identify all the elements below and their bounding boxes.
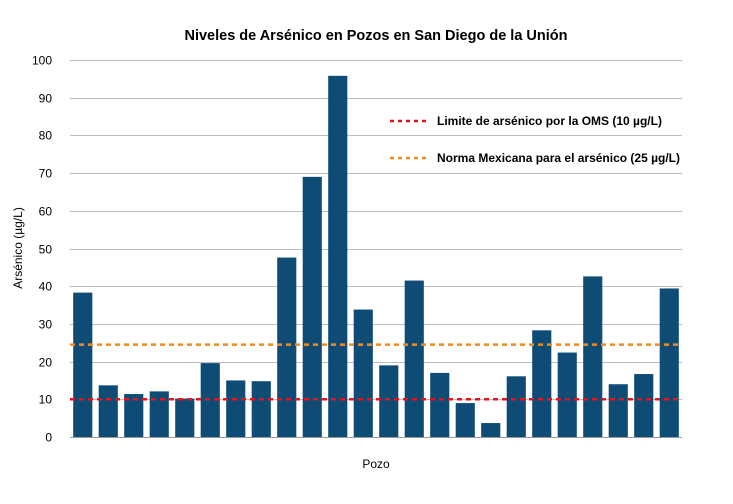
legend-item-nom: Norma Mexicana para el arsénico (25 µg/L… (390, 151, 680, 165)
bar (251, 381, 271, 437)
y-tick-labels: 0 10 20 30 40 50 60 70 80 90 100 (32, 54, 52, 445)
y-tick-label: 80 (39, 129, 53, 143)
y-tick-label: 30 (39, 318, 53, 332)
bar (506, 376, 526, 437)
bar (353, 309, 373, 437)
y-tick-label: 70 (39, 167, 53, 181)
y-tick-label: 20 (39, 356, 53, 370)
bar (634, 374, 654, 437)
bar (455, 403, 475, 437)
y-tick-label: 40 (39, 280, 53, 294)
bar (430, 372, 450, 437)
legend-label-who: Limite de arsénico por la OMS (10 µg/L) (437, 114, 662, 128)
bar (481, 423, 501, 437)
bar (73, 292, 93, 437)
legend-item-who: Limite de arsénico por la OMS (10 µg/L) (390, 114, 662, 128)
bar (226, 380, 246, 437)
bar (98, 385, 118, 437)
bar (200, 363, 220, 437)
legend: Limite de arsénico por la OMS (10 µg/L) … (390, 114, 680, 165)
bar (532, 330, 552, 437)
bars (73, 75, 679, 437)
bar (124, 394, 144, 437)
bar (659, 288, 679, 437)
gridlines (70, 60, 682, 400)
bar (175, 398, 195, 437)
y-tick-label: 50 (39, 243, 53, 257)
x-axis-label: Pozo (362, 457, 390, 471)
y-tick-label: 90 (39, 92, 53, 106)
bar (608, 384, 628, 437)
y-tick-label: 10 (39, 393, 53, 407)
bar (328, 75, 348, 437)
bar (302, 176, 322, 437)
bar (149, 391, 169, 437)
legend-label-nom: Norma Mexicana para el arsénico (25 µg/L… (437, 151, 680, 165)
bar (557, 352, 577, 437)
y-tick-label: 60 (39, 205, 53, 219)
bar (277, 257, 297, 437)
bar (404, 280, 424, 437)
y-tick-label: 100 (32, 54, 52, 68)
bar (379, 365, 399, 437)
bar (583, 276, 603, 437)
y-axis-label: Arsénico (µg/L) (11, 207, 25, 289)
reference-lines (70, 343, 682, 401)
chart-title: Niveles de Arsénico en Pozos en San Dieg… (184, 28, 567, 44)
y-tick-label: 0 (45, 431, 52, 445)
